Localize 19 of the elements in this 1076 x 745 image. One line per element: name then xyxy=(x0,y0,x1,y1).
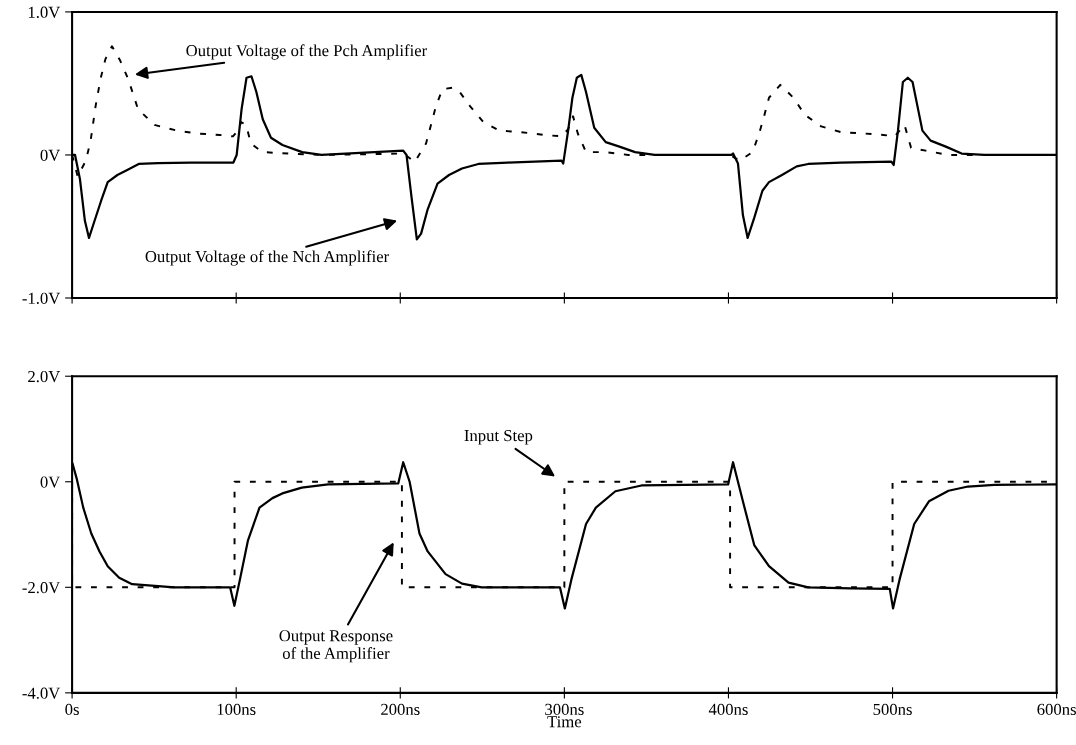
annotation: Input Step xyxy=(464,429,533,445)
x-tick-label: 600ns xyxy=(1037,703,1076,715)
x-tick-label: 200ns xyxy=(381,703,420,715)
y-tick-label: -1.0V xyxy=(22,292,61,305)
y-tick-label: 1.0V xyxy=(28,6,61,18)
x-tick-label: 300ns xyxy=(545,703,584,715)
annotation: Output Voltage of the Pch Amplifier xyxy=(186,44,428,60)
x-tick-label: 100ns xyxy=(217,703,256,715)
y-tick-label: -4.0V xyxy=(22,687,61,699)
x-tick-label: 500ns xyxy=(873,703,912,715)
x-tick-label: 0s xyxy=(65,703,79,715)
y-tick-label: 2.0V xyxy=(28,370,61,383)
annotation: Output Response of the Amplifier xyxy=(279,630,393,663)
x-axis-title: Time xyxy=(547,716,582,728)
annotation: Output Voltage of the Nch Amplifier xyxy=(145,250,390,266)
y-tick-label: -2.0V xyxy=(22,582,61,594)
x-tick-label: 400ns xyxy=(708,703,748,715)
y-tick-label: 0V xyxy=(40,149,61,161)
y-tick-label: 0V xyxy=(40,476,61,488)
